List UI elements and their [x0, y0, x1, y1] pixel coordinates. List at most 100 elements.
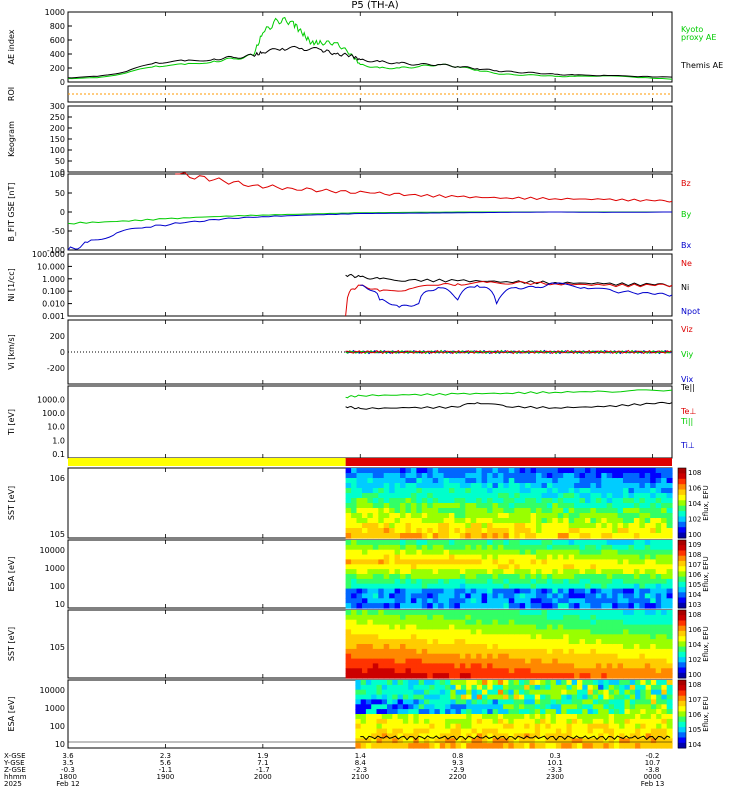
spectrogram-cell — [536, 493, 542, 499]
spectrogram-cell — [454, 644, 461, 650]
spectrogram-cell — [470, 598, 477, 604]
spectrogram-cell — [389, 493, 396, 499]
spectrogram-cell — [459, 544, 466, 551]
spectrogram-cell — [345, 593, 352, 599]
spectrogram-cell — [514, 483, 521, 489]
spectrogram-cell — [503, 478, 510, 484]
spectrogram-cell — [432, 488, 439, 494]
spectrogram-cell — [585, 574, 591, 580]
spectrogram-cell — [574, 653, 581, 660]
spectrogram-cell — [534, 733, 541, 739]
spectrogram-cell — [650, 718, 657, 725]
spectrogram-cell — [362, 588, 368, 595]
spectrogram-cell — [372, 559, 379, 565]
spectrogram-cell — [365, 684, 372, 691]
spectrogram-cell — [614, 704, 620, 710]
spectrogram-cell — [635, 684, 641, 691]
spectrogram-cell — [351, 574, 358, 580]
spectrogram-cell — [514, 629, 521, 635]
spectrogram-cell — [503, 689, 509, 696]
spectrogram-cell — [362, 468, 368, 474]
spectrogram-cell — [372, 540, 379, 546]
spectrogram-cell — [387, 743, 393, 749]
spectrogram-cell — [595, 540, 602, 546]
spectrogram-cell — [487, 714, 494, 720]
spectrogram-cell — [624, 714, 631, 720]
spectrogram-cell — [639, 559, 646, 565]
spectrogram-cell — [356, 488, 363, 494]
spectrogram-cell — [362, 593, 368, 599]
spectrogram-cell — [550, 718, 557, 725]
spectrogram-cell — [378, 473, 385, 479]
spectrogram-cell — [459, 663, 466, 669]
spectrogram-cell — [429, 704, 436, 710]
spectrogram-cell — [410, 540, 417, 546]
spectrogram-cell — [355, 704, 362, 710]
spectrogram-cell — [628, 668, 635, 674]
spectrogram-cell — [550, 714, 557, 720]
spectrogram-cell — [383, 574, 390, 580]
spectrogram-cell — [355, 723, 362, 730]
spectrogram-cell — [525, 610, 532, 616]
spectrogram-cell — [661, 508, 668, 514]
spectrogram-cell — [476, 653, 483, 660]
spectrogram-cell — [410, 488, 417, 494]
spectrogram-cell — [400, 574, 406, 580]
spectrogram-cell — [579, 564, 586, 570]
spectrogram-cell — [633, 610, 640, 616]
spectrogram-cell — [372, 518, 379, 524]
spectrogram-cell — [603, 684, 610, 691]
spectrogram-cell — [365, 694, 372, 701]
spectrogram-cell — [650, 493, 657, 499]
spectrogram-cell — [476, 718, 483, 725]
spectrogram-cell — [410, 518, 417, 524]
spectrogram-cell — [661, 518, 668, 524]
spectrogram-cell — [525, 663, 532, 669]
spectrogram-cell — [427, 478, 434, 484]
spectrogram-cell — [623, 614, 629, 621]
spectrogram-cell — [362, 528, 368, 534]
spectrogram-cell — [661, 733, 668, 739]
spectrogram-cell — [590, 493, 597, 499]
spectrogram-cell — [405, 540, 412, 546]
spectrogram-cell — [590, 554, 597, 561]
spectrogram-cell — [645, 723, 652, 730]
spectrogram-cell — [405, 544, 412, 551]
spectrogram-cell — [606, 610, 613, 616]
spectrogram-cell — [449, 473, 455, 479]
spectrogram-cell — [470, 513, 477, 519]
spectrogram-cell — [541, 488, 548, 494]
spectrogram-cell — [487, 598, 494, 604]
spectrogram-cell — [666, 598, 673, 604]
spectrogram-cell — [595, 564, 602, 570]
spectrogram-cell — [405, 588, 412, 595]
spectrogram-cell — [619, 723, 626, 730]
spectrogram-cell — [466, 743, 473, 749]
spectrogram-cell — [432, 569, 439, 575]
y-tick-label: 0 — [60, 348, 65, 357]
spectrogram-cell — [470, 554, 477, 561]
spectrogram-cell — [629, 680, 636, 686]
spectrogram-cell — [585, 564, 591, 570]
spectrogram-cell — [454, 624, 461, 631]
spectrogram-cell — [525, 559, 532, 565]
spectrogram-cell — [623, 569, 629, 575]
spectrogram-cell — [449, 614, 455, 621]
spectrogram-cell — [519, 468, 526, 474]
spectrogram-cell — [541, 569, 548, 575]
y-tick-label: 0.001 — [42, 312, 65, 321]
spectrogram-cell — [639, 488, 646, 494]
spectrogram-cell — [421, 528, 428, 534]
legend-label: Viz — [681, 325, 693, 334]
spectrogram-cell — [371, 709, 378, 715]
spectrogram-cell — [345, 468, 352, 474]
spectrogram-cell — [367, 658, 374, 665]
spectrogram-cell — [628, 593, 635, 599]
spectrogram-cell — [608, 689, 615, 696]
spectrogram-cell — [476, 583, 483, 590]
spectrogram-cell — [355, 684, 362, 691]
spectrogram-cell — [628, 473, 635, 479]
spectrogram-cell — [655, 614, 662, 621]
spectrogram-cell — [383, 673, 390, 679]
spectrogram-cell — [443, 629, 450, 635]
